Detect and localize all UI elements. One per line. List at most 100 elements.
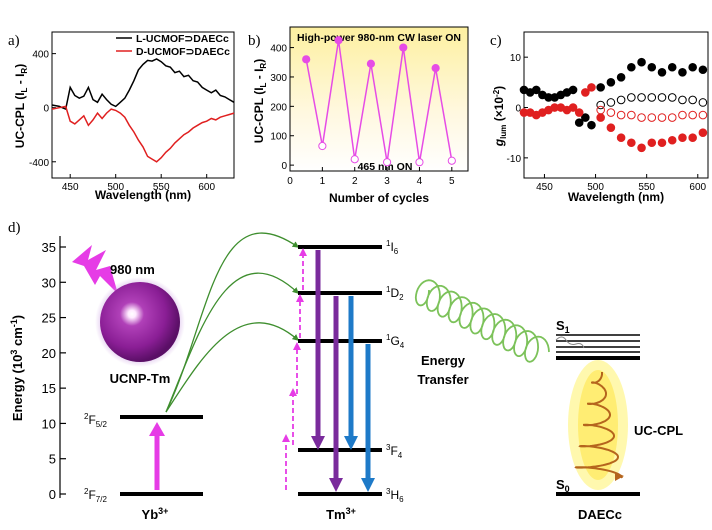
energy-transfer-label-2: Transfer (417, 372, 468, 387)
c-point-open (698, 110, 708, 120)
c-point-open (657, 93, 667, 102)
c-point-filled (616, 73, 626, 82)
c-point-filled (568, 103, 578, 112)
a-xtick-label: 500 (107, 182, 124, 193)
b-point-filled (334, 36, 343, 45)
b-xtick-label: 5 (449, 176, 455, 187)
c-point-filled (637, 143, 646, 153)
panel-a-lines (51, 58, 235, 163)
c-point-filled (581, 113, 590, 122)
b-series-line (305, 40, 453, 163)
b-ytick-label: 100 (270, 132, 287, 143)
relaxation-squiggle-icon (555, 336, 585, 349)
panel-d-ylabel: Energy (103 cm-1) (9, 315, 25, 421)
panel-c-ylabel: glum (×10-2) (492, 86, 508, 147)
c-point-open (616, 110, 626, 120)
tm-level-label-1g4: 1G4 (386, 333, 405, 350)
c-ytick-label: -10 (507, 154, 522, 165)
d-ytick-label: 10 (42, 416, 56, 431)
d-ytick-label: 35 (42, 240, 56, 255)
c-point-open (627, 110, 636, 120)
d-ytick-label: 5 (49, 452, 56, 467)
b-point-filled (366, 59, 376, 68)
c-point-filled (606, 123, 616, 132)
c-point-open (647, 113, 657, 122)
c-point-filled (688, 133, 697, 143)
c-point-filled (574, 118, 584, 127)
b-xtick-label: 2 (352, 176, 358, 187)
a-series-line-0 (51, 58, 235, 111)
c-point-filled (531, 85, 541, 95)
c-xtick-label: 600 (689, 182, 706, 193)
panel-d-yticks: 0 5 10 15 20 25 30 35 (42, 240, 66, 502)
c-point-filled (657, 138, 667, 148)
c-point-open (678, 95, 687, 105)
c-point-open (688, 95, 697, 105)
b-point-filled (399, 43, 408, 52)
panel-c-frame (523, 31, 709, 179)
c-point-filled (667, 62, 677, 72)
panel-b-letter: b) (248, 33, 261, 49)
helix-path (574, 372, 623, 479)
c-point-open (637, 93, 646, 102)
c-point-open (637, 113, 646, 122)
d-ytick-label: 20 (42, 346, 56, 361)
a-xtick-label: 600 (198, 182, 215, 193)
daecc-label: DAECc (578, 507, 622, 522)
a-series-line-1 (51, 105, 235, 163)
b-ytick-label: 400 (270, 44, 287, 55)
laser-bolt-icon (72, 245, 118, 294)
energy-transfer-coil-icon (414, 279, 550, 363)
c-point-filled (678, 133, 687, 143)
c-point-open (647, 93, 657, 102)
tm-level-label-3f4: 3F4 (386, 443, 403, 460)
a-ytick-label: 400 (32, 50, 49, 61)
b-ytick-label: 300 (270, 73, 287, 84)
panel-a-xlabel: Wavelength (nm) (95, 188, 191, 202)
c-point-filled (647, 138, 657, 148)
d-ytick-label: 25 (42, 311, 56, 326)
helix-arrowhead (615, 472, 624, 481)
c-point-open (688, 110, 697, 120)
laser-wavelength-label: 980 nm (110, 262, 155, 277)
c-xtick-label: 450 (536, 182, 553, 193)
energy-transfer-arcs (165, 232, 300, 413)
c-point-open (606, 98, 616, 107)
panel-b-yticks: 0 100 200 300 400 (270, 44, 294, 172)
c-xtick-label: 550 (638, 182, 655, 193)
c-point-open (667, 113, 677, 122)
panel-d: d) 0 5 10 15 20 25 30 35 Energy (103 cm-1) 980 … (8, 220, 683, 522)
panel-b-xlabel: Number of cycles (329, 191, 429, 205)
cpl-helix-icon (568, 360, 628, 490)
tm-level-label-1d2: 1D2 (386, 285, 404, 302)
b-ytick-label: 200 (270, 102, 287, 113)
tm-ion-label: Tm3+ (326, 506, 356, 522)
panel-b-annotation-top: High-power 980-nm CW laser ON (297, 32, 461, 44)
panel-c: c) 10 0 -10 450 500 550 600 Wavelength (nm) g… (490, 31, 709, 204)
b-point-filled (431, 64, 440, 73)
panel-d-letter: d) (8, 220, 21, 236)
s0-label: S0 (556, 477, 570, 494)
c-point-filled (647, 62, 657, 72)
b-point-open (318, 141, 327, 151)
b-ytick-label: 0 (281, 161, 287, 172)
tm-dashed-excitation-arrows (282, 248, 307, 490)
panel-b-ylabel: UC-CPL (IL - IR) (252, 59, 268, 143)
a-xtick-label: 550 (153, 182, 170, 193)
c-point-open (698, 98, 708, 107)
c-point-filled (581, 88, 590, 97)
d-ytick-label: 15 (42, 381, 56, 396)
panel-a-letter: a) (8, 33, 20, 49)
c-point-filled (568, 85, 578, 95)
c-point-filled (587, 120, 596, 130)
daecc-levels (556, 334, 640, 496)
b-xtick-label: 3 (384, 176, 390, 187)
legend-label-l: L-UCMOF⊃DAECc (136, 33, 229, 45)
b-point-open (447, 156, 456, 165)
c-ytick-label: 10 (510, 53, 522, 64)
c-point-filled (606, 78, 616, 87)
c-point-filled (596, 83, 605, 92)
c-point-filled (596, 113, 605, 122)
panel-b-xticks: 0 1 2 3 4 5 (287, 167, 455, 187)
